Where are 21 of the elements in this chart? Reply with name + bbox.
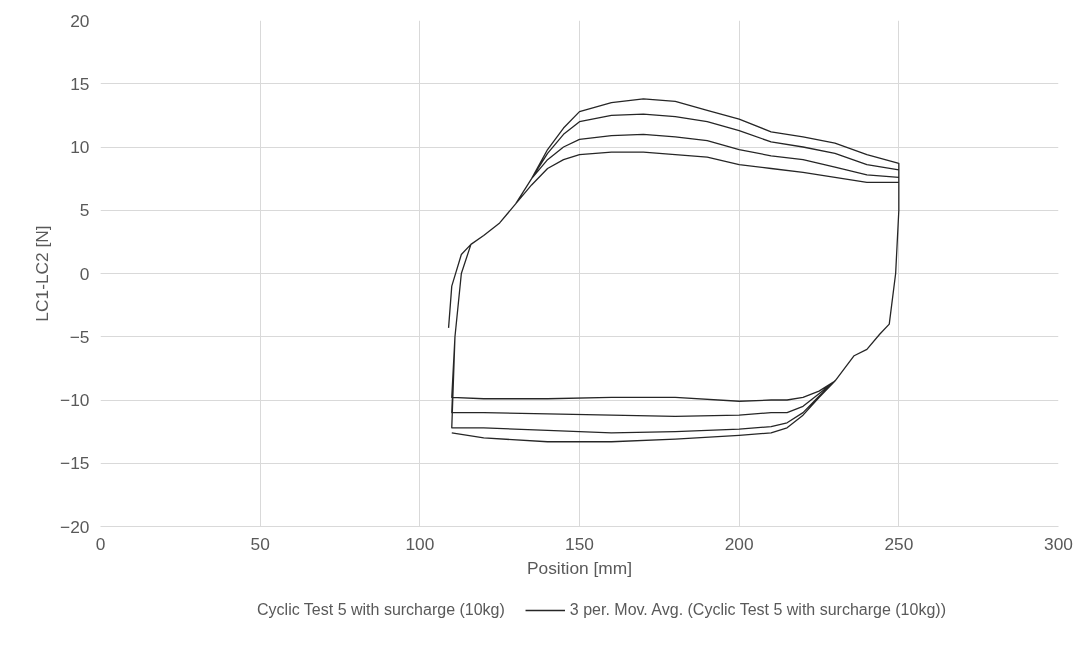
x-tick-label: 100 [405, 533, 435, 554]
x-tick-label: 0 [95, 533, 106, 554]
y-tick-label: 0 [79, 263, 90, 284]
text: Cyclic Test 5 with surcharge (10kg) [257, 601, 505, 619]
y-tick-label: −20 [60, 516, 90, 537]
line-series [447, 98, 900, 443]
y-tick-label: 5 [79, 200, 90, 221]
y-tick-label: 20 [70, 10, 90, 31]
y-tick-label: 15 [70, 73, 90, 94]
y-axis-title: LC1-LC2 [N] [32, 225, 53, 322]
y-tick-label: 10 [70, 137, 90, 157]
y-tick-label: −10 [60, 390, 90, 410]
x-tick-label: 300 [1044, 533, 1073, 554]
x-axis-title: Position [mm] [527, 557, 632, 578]
x-tick-label: 250 [884, 533, 914, 554]
x-tick-label: 200 [724, 533, 754, 554]
legend-label: 3 per. Mov. Avg. (Cyclic Test 5 with surcharge (10kg)) [569, 601, 946, 619]
x-tick-label: 50 [250, 533, 270, 554]
y-tick-label: −15 [60, 453, 90, 474]
x-tick-label: 150 [565, 533, 594, 554]
y-tick-label: −5 [69, 326, 90, 347]
